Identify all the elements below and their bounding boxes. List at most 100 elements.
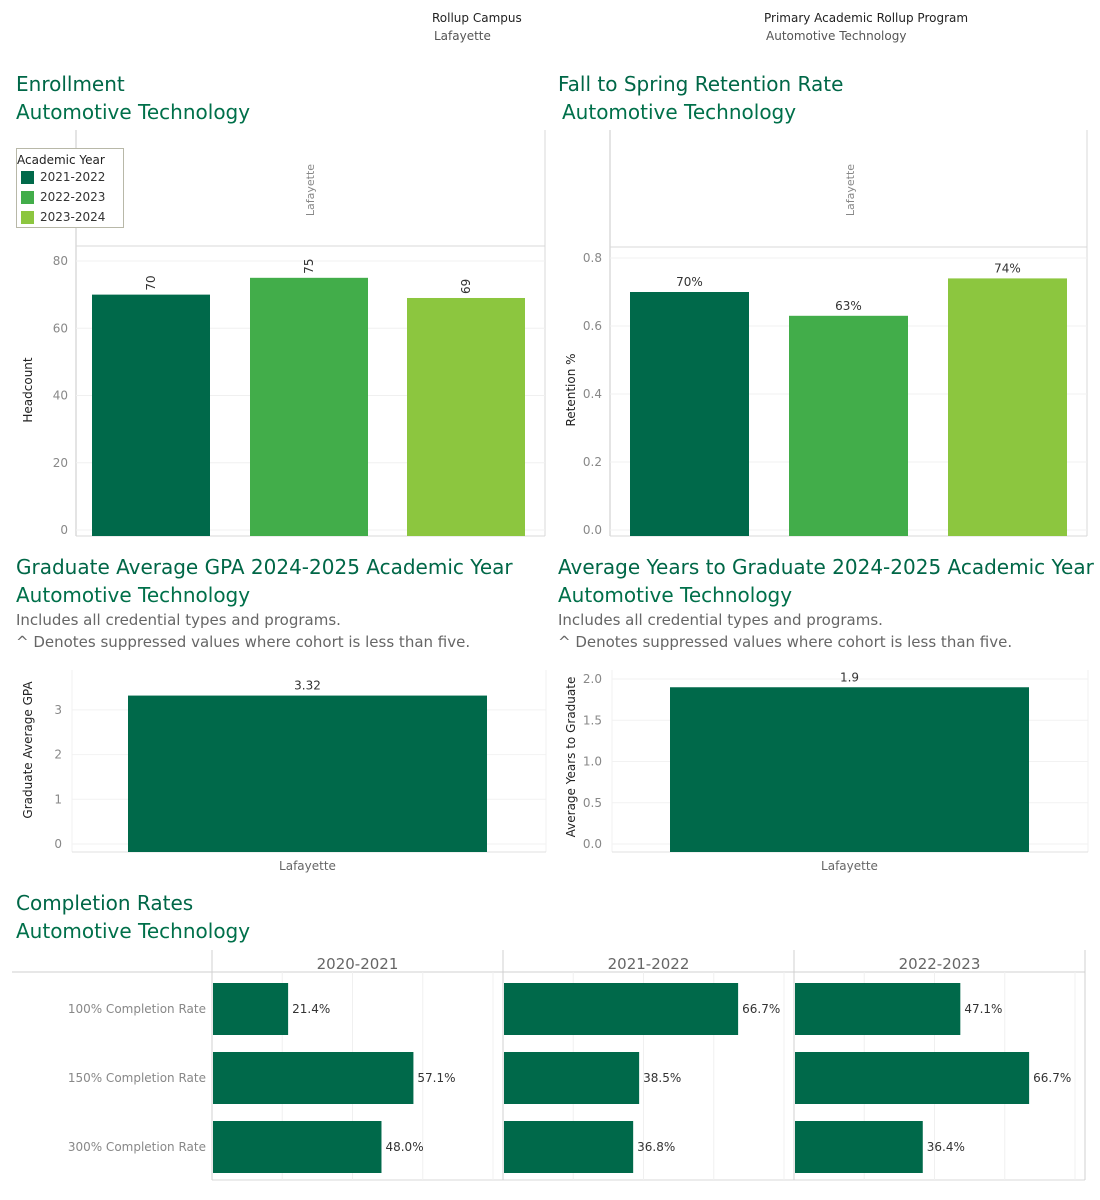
data-label: 47.1% (964, 1002, 1002, 1016)
row-label: 100% Completion Rate (68, 1002, 206, 1016)
row-label: 150% Completion Rate (68, 1071, 206, 1085)
program-filter-label: Primary Academic Rollup Program (764, 11, 969, 25)
gpa-title: Graduate Average GPA 2024-2025 Academic … (16, 555, 513, 579)
data-label: 75 (302, 259, 316, 274)
bar (92, 294, 210, 536)
data-label: 3.32 (294, 679, 321, 693)
bar (795, 1052, 1030, 1104)
legend-swatch (21, 210, 34, 224)
completion-subtitle: Automotive Technology (16, 919, 251, 943)
enrollment-chart: Lafayette 0 20 40 60 80 Headcount 70 75 69 (21, 130, 546, 537)
legend-item-2022-2023[interactable]: 2022-2023 (21, 189, 105, 205)
y-tick-label: 60 (53, 321, 68, 335)
y-tick-label: 0.0 (583, 837, 602, 851)
completion-title: Completion Rates (16, 891, 194, 915)
legend-label: 2022-2023 (40, 190, 106, 204)
y-axis-label: Average Years to Graduate (564, 677, 578, 838)
bar (504, 1121, 634, 1173)
bar (504, 983, 739, 1035)
data-label: 66.7% (1033, 1071, 1071, 1085)
y-tick-label: 20 (53, 456, 68, 470)
years-subtitle: Automotive Technology (558, 583, 793, 607)
bar (630, 292, 749, 536)
completion-chart: 100% Completion Rate 150% Completion Rate… (12, 950, 1086, 1181)
data-label: 38.5% (643, 1071, 681, 1085)
bar (250, 277, 368, 536)
data-label: 70 (144, 275, 158, 290)
data-label: 69 (459, 279, 473, 294)
legend-label: 2021-2022 (40, 170, 106, 184)
gpa-subtitle: Automotive Technology (16, 583, 251, 607)
data-label: 70% (676, 275, 703, 289)
legend-swatch (21, 190, 34, 204)
retention-subtitle: Automotive Technology (562, 100, 797, 124)
y-tick-label: 0.5 (583, 796, 602, 810)
data-label: 74% (994, 261, 1021, 275)
header-label: Lafayette (304, 164, 317, 216)
y-tick-label: 0.0 (583, 523, 602, 537)
bar (128, 695, 487, 852)
gpa-note-1: Includes all credential types and progra… (16, 611, 341, 629)
y-axis-label: Headcount (21, 357, 35, 423)
bar (795, 983, 961, 1035)
y-tick-label: 2.0 (583, 672, 602, 686)
y-tick-label: 80 (53, 254, 68, 268)
bar (789, 315, 908, 536)
y-tick-label: 3 (54, 703, 62, 717)
bar (795, 1121, 923, 1173)
retention-chart: Lafayette 0.0 0.2 0.4 0.6 0.8 Retention % 70% 63… (564, 130, 1088, 537)
enrollment-subtitle: Automotive Technology (16, 100, 251, 124)
data-label: 63% (835, 299, 862, 313)
data-label: 36.4% (927, 1140, 965, 1154)
years-note-2: ^ Denotes suppressed values where cohort… (558, 633, 1013, 651)
gpa-note-2: ^ Denotes suppressed values where cohort… (16, 633, 471, 651)
campus-filter-value[interactable]: Lafayette (434, 29, 491, 43)
column-header: 2020-2021 (317, 955, 399, 973)
row-label: 300% Completion Rate (68, 1140, 206, 1154)
bar (407, 297, 525, 536)
bar (213, 1052, 414, 1104)
y-axis-label: Graduate Average GPA (21, 681, 35, 819)
y-tick-label: 2 (54, 748, 62, 762)
y-tick-label: 1.5 (583, 713, 602, 727)
legend-label: 2023-2024 (40, 210, 106, 224)
program-filter-value[interactable]: Automotive Technology (766, 29, 907, 43)
bar (670, 687, 1029, 852)
legend-item-2023-2024[interactable]: 2023-2024 (21, 209, 105, 225)
y-tick-label: 0 (54, 837, 62, 851)
bar (504, 1052, 640, 1104)
years-title: Average Years to Graduate 2024-2025 Acad… (558, 555, 1094, 579)
legend-item-2021-2022[interactable]: 2021-2022 (21, 169, 105, 185)
y-axis-label: Retention % (564, 353, 578, 426)
data-label: 48.0% (385, 1140, 423, 1154)
gpa-chart: 0 1 2 3 Graduate Average GPA 3.32 Lafayette (21, 670, 547, 873)
y-tick-label: 0.2 (583, 455, 602, 469)
retention-title: Fall to Spring Retention Rate (558, 72, 844, 96)
data-label: 21.4% (292, 1002, 330, 1016)
years-note-1: Includes all credential types and progra… (558, 611, 883, 629)
y-tick-label: 0 (60, 523, 68, 537)
bar (213, 1121, 382, 1173)
data-label: 57.1% (417, 1071, 455, 1085)
category-label: Lafayette (279, 859, 336, 873)
campus-filter-label: Rollup Campus (432, 11, 522, 25)
y-tick-label: 1.0 (583, 755, 602, 769)
header-label: Lafayette (844, 164, 857, 216)
academic-year-legend: Academic Year 2021-2022 2022-2023 2023-2… (16, 148, 124, 228)
y-tick-label: 0.8 (583, 251, 602, 265)
enrollment-title: Enrollment (16, 72, 125, 96)
legend-title: Academic Year (17, 153, 105, 167)
data-label: 1.9 (840, 670, 859, 684)
y-tick-label: 0.6 (583, 319, 602, 333)
data-label: 66.7% (742, 1002, 780, 1016)
years-chart: 0.0 0.5 1.0 1.5 2.0 Average Years to Graduate… (564, 670, 1089, 873)
data-label: 36.8% (637, 1140, 675, 1154)
column-header: 2021-2022 (608, 955, 690, 973)
column-header: 2022-2023 (899, 955, 981, 973)
legend-swatch (21, 170, 34, 184)
bar (948, 278, 1067, 536)
category-label: Lafayette (821, 859, 878, 873)
y-tick-label: 0.4 (583, 387, 602, 401)
y-tick-label: 40 (53, 389, 68, 403)
bar (213, 983, 289, 1035)
